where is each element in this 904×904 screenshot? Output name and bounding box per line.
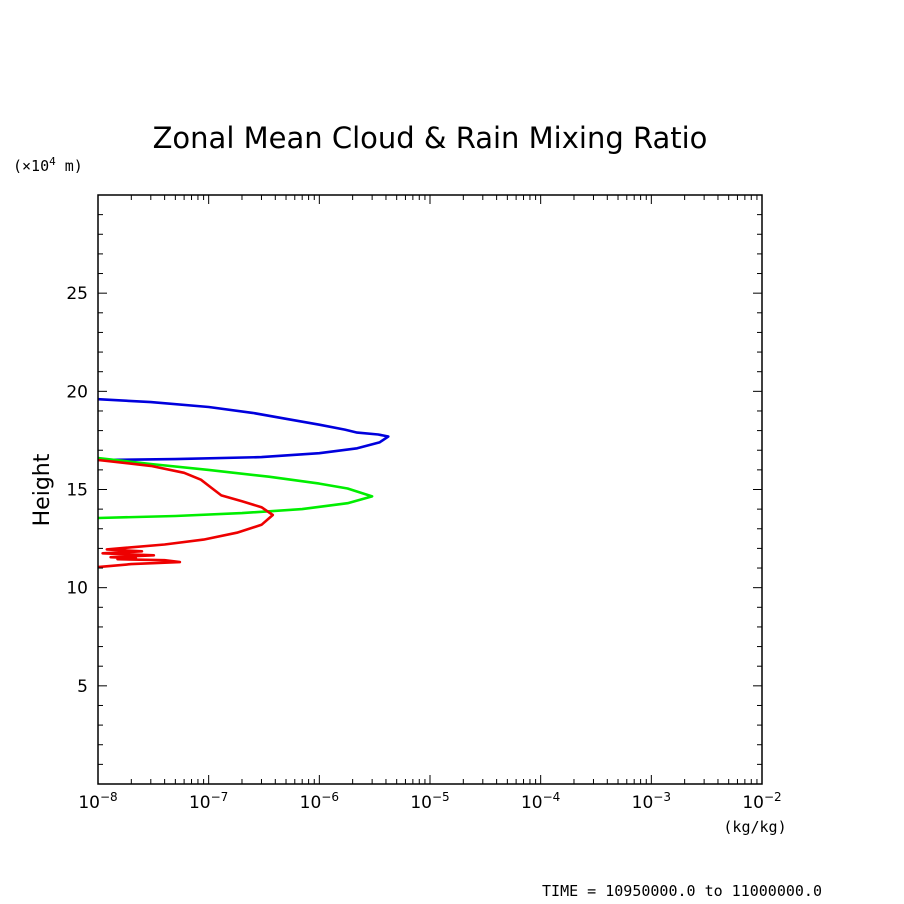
x-tick-label: 10−2 [742,790,781,813]
y-tick-label: 25 [66,284,88,304]
y-unit-suffix: m) [56,157,83,175]
series-line-blue [97,397,390,462]
x-tick-label: 10−7 [189,790,228,813]
x-tick-base: 10 [521,793,543,813]
series-line-red [97,458,275,569]
x-tick-base: 10 [300,793,322,813]
x-tick-exponent: −8 [100,790,118,804]
y-unit-prefix: (×10 [13,157,49,175]
x-tick-exponent: −6 [321,790,339,804]
chart-title: Zonal Mean Cloud & Rain Mixing Ratio [153,121,708,155]
x-tick-base: 10 [632,793,654,813]
x-tick-exponent: −3 [653,790,671,804]
x-tick-label: 10−4 [521,790,560,813]
series-line-green [97,456,374,520]
x-tick-base: 10 [78,793,100,813]
x-tick-exponent: −5 [432,790,450,804]
y-axis-label: Height [30,453,55,526]
y-tick-label: 10 [66,579,88,599]
x-tick-base: 10 [742,793,764,813]
x-tick-base: 10 [410,793,432,813]
y-tick-label: 20 [66,382,88,402]
x-tick-label: 10−5 [410,790,449,813]
plot-layer [97,397,390,569]
x-tick-exponent: −7 [211,790,229,804]
y-axis-unit: (×104 m) [13,155,83,175]
y-tick-label: 5 [77,677,88,697]
y-unit-exponent: 4 [49,155,56,168]
x-axis-unit: (kg/kg) [723,818,786,836]
x-tick-label: 10−8 [78,790,117,813]
time-range-label: TIME = 10950000.0 to 11000000.0 [542,882,822,900]
x-tick-label: 10−6 [300,790,339,813]
x-tick-base: 10 [189,793,211,813]
x-tick-exponent: −4 [543,790,561,804]
plot-frame [97,194,763,785]
y-tick-label: 15 [66,481,88,501]
x-tick-label: 10−3 [632,790,671,813]
x-tick-exponent: −2 [764,790,782,804]
